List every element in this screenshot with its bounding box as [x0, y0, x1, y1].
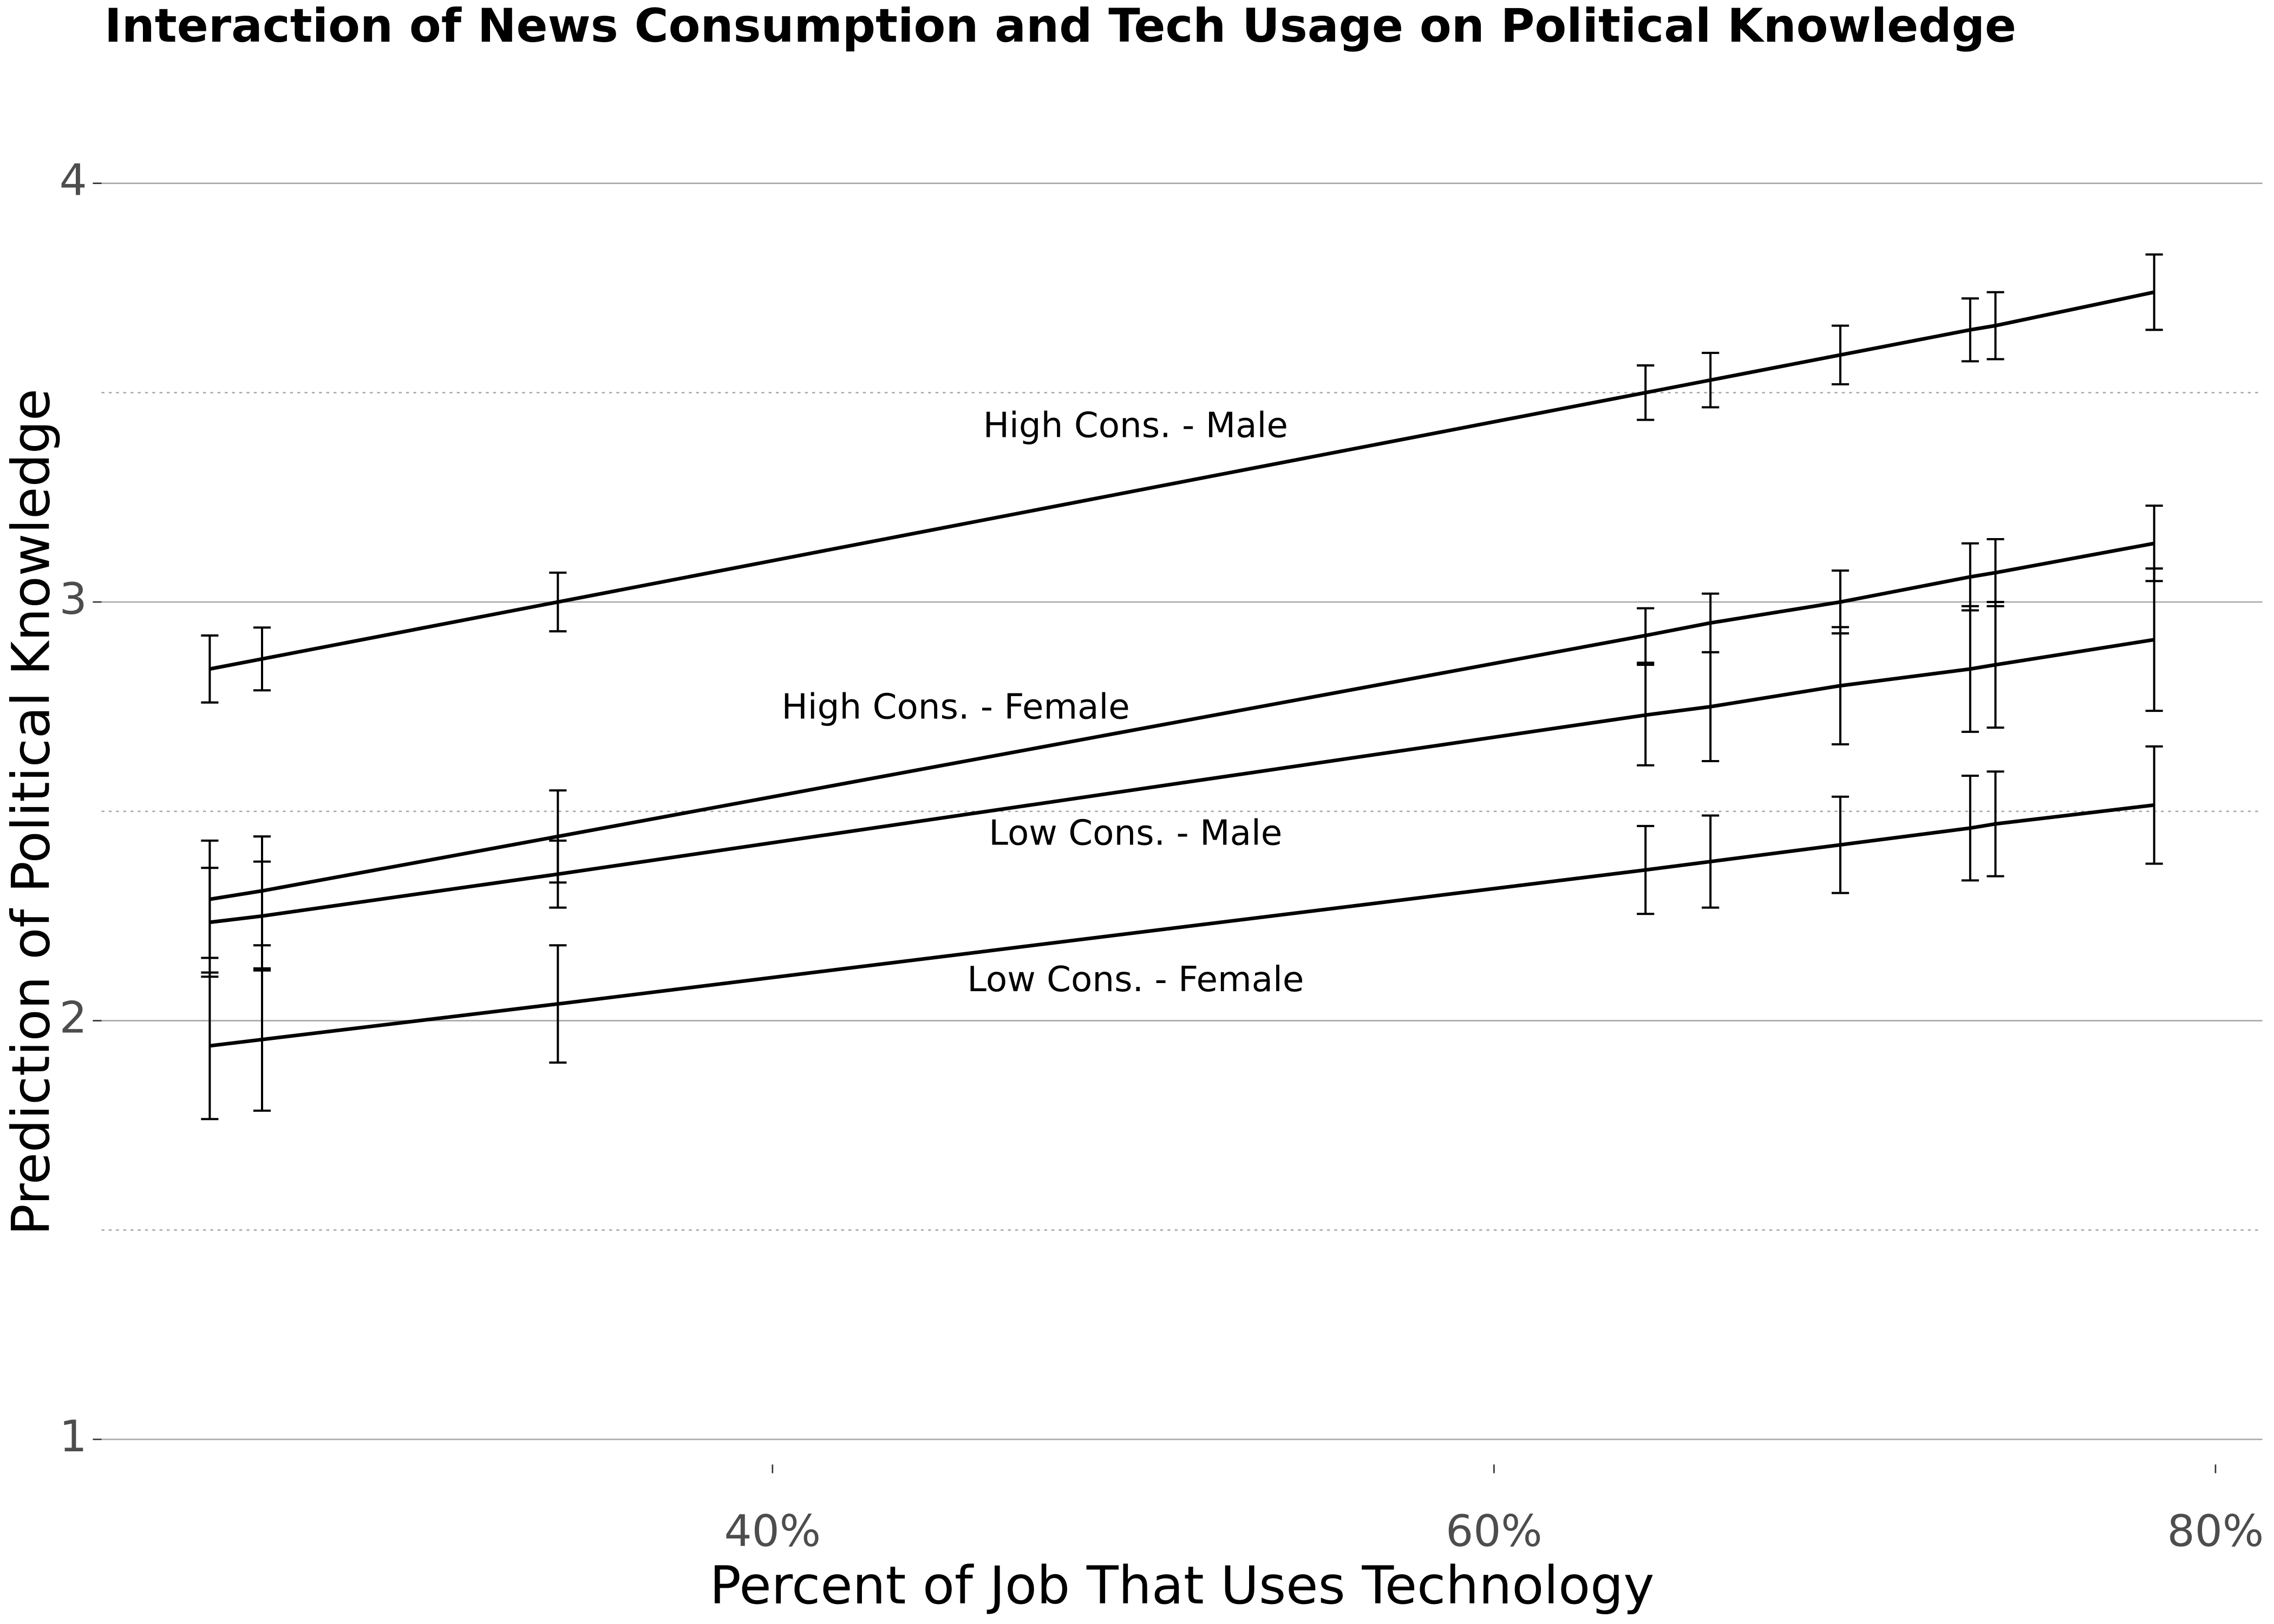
error-bar — [1831, 324, 1850, 385]
error-bar — [201, 634, 219, 704]
error-bar — [1987, 601, 2004, 729]
error-bar — [1987, 291, 2004, 361]
y-tick-label: 1 — [60, 1411, 87, 1462]
error-bar — [1961, 297, 1979, 363]
x-tick-label: 80% — [2167, 1505, 2264, 1556]
series-label: High Cons. - Male — [983, 405, 1288, 446]
series-label: High Cons. - Female — [781, 686, 1129, 727]
error-bar — [1637, 664, 1655, 767]
y-axis-title: Prediction of Political Knowledge — [1, 389, 62, 1235]
error-bar — [201, 971, 219, 1121]
error-bar — [1637, 607, 1655, 664]
x-tick-label: 60% — [1446, 1505, 1543, 1556]
error-bar — [549, 571, 567, 633]
error-bar — [2145, 745, 2163, 865]
series-label: Low Cons. - Male — [989, 813, 1282, 853]
error-bar — [2145, 253, 2163, 331]
error-bar — [2145, 567, 2163, 712]
y-tick-label: 3 — [60, 573, 87, 624]
series-label: Low Cons. - Female — [967, 959, 1304, 1000]
error-bar — [1702, 651, 1720, 762]
chart-title: Interaction of News Consumption and Tech… — [104, 0, 2016, 53]
error-bar — [1702, 814, 1720, 909]
x-axis-title: Percent of Job That Uses Technology — [710, 1555, 1655, 1616]
error-bar — [1987, 770, 2004, 878]
error-bar — [1831, 795, 1850, 894]
error-bar — [1637, 364, 1655, 421]
error-bar — [253, 626, 271, 692]
x-tick-label: 40% — [724, 1505, 821, 1556]
y-tick-label: 4 — [60, 155, 87, 206]
error-bar — [1961, 605, 1979, 733]
error-bar — [253, 967, 271, 1112]
error-bar — [1831, 626, 1850, 746]
series-line — [209, 290, 2155, 671]
error-bar — [549, 944, 567, 1064]
y-tick-label: 2 — [60, 992, 87, 1043]
error-bar — [1637, 824, 1655, 915]
series-line — [209, 638, 2155, 925]
error-bar — [1961, 775, 1979, 882]
error-bar — [1702, 351, 1720, 409]
error-bar — [549, 839, 567, 909]
